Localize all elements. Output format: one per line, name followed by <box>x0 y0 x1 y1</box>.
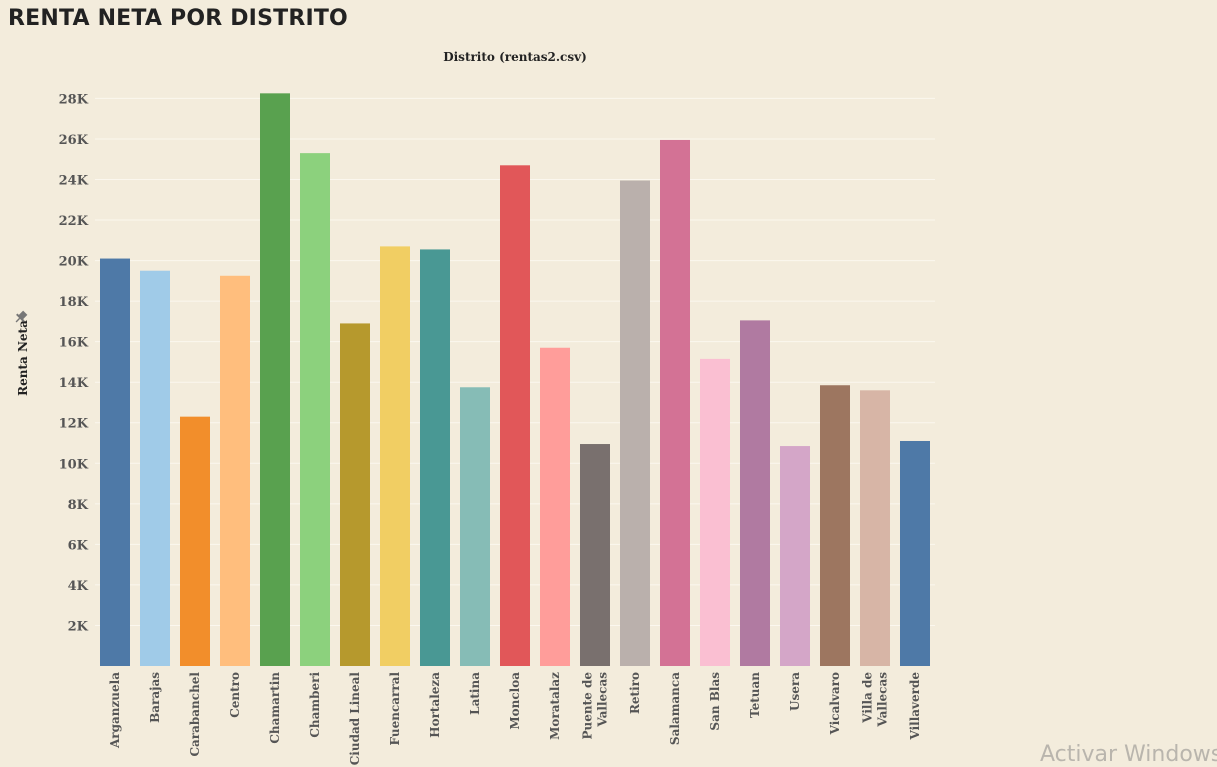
bar[interactable] <box>100 258 130 666</box>
x-tick-label: Vicalvaro <box>828 672 842 735</box>
x-tick-label-group: Barajas <box>148 672 162 723</box>
x-tick-label-group: Chamberi <box>308 672 322 738</box>
x-tick-label-group: Fuencarral <box>388 672 402 746</box>
y-tick-label: 24K <box>59 173 89 188</box>
bar[interactable] <box>860 390 890 666</box>
x-tick-label: Latina <box>468 672 482 715</box>
x-tick-label-group: Hortaleza <box>428 672 442 738</box>
bar[interactable] <box>500 165 530 666</box>
y-tick-label: 18K <box>59 295 89 310</box>
bar[interactable] <box>740 320 770 666</box>
page-title: RENTA NETA POR DISTRITO <box>8 6 348 31</box>
x-tick-label: Barajas <box>148 672 162 723</box>
bar[interactable] <box>460 387 490 666</box>
x-tick-label-group: Moncloa <box>508 672 522 730</box>
x-tick-label: Carabanchel <box>188 672 202 757</box>
x-tick-label-group: Carabanchel <box>188 672 202 757</box>
x-tick-label-group: Moratalaz <box>548 672 562 740</box>
x-tick-label-group: Ciudad Lineal <box>348 672 362 766</box>
x-tick-label-group: Retiro <box>628 672 642 714</box>
chart-title: Distrito (rentas2.csv) <box>443 50 587 64</box>
bars-group <box>100 93 930 667</box>
y-tick-label: 8K <box>68 498 89 513</box>
y-tick-label: 16K <box>59 336 89 351</box>
bar[interactable] <box>620 180 650 667</box>
bar[interactable] <box>420 249 450 666</box>
x-tick-label: Villa de <box>861 672 875 724</box>
bar[interactable] <box>380 246 410 666</box>
y-tick-label: 10K <box>59 457 89 472</box>
x-tick-label: Moncloa <box>508 672 522 730</box>
x-tick-label: Usera <box>788 672 802 711</box>
bar[interactable] <box>700 358 730 666</box>
y-tick-label: 14K <box>59 376 89 391</box>
bar[interactable] <box>180 416 210 666</box>
x-tick-label-group: San Blas <box>708 672 722 731</box>
bar[interactable] <box>220 275 250 666</box>
x-tick-label: Chamberi <box>308 672 322 738</box>
x-tick-label-group: Puente de Vallecas <box>581 672 610 740</box>
pin-icon[interactable] <box>13 309 29 325</box>
x-tick-label: Retiro <box>628 672 642 714</box>
y-axis-title: Renta Neta <box>16 320 30 396</box>
bar[interactable] <box>340 323 370 666</box>
x-tick-label: Hortaleza <box>428 672 442 738</box>
x-tick-label-group: Usera <box>788 672 802 711</box>
y-tick-label: 20K <box>59 255 89 270</box>
y-tick-label: 22K <box>59 214 89 229</box>
x-tick-label: Arganzuela <box>108 672 122 749</box>
x-tick-label: Vallecas <box>876 672 890 728</box>
x-tick-label: Fuencarral <box>388 672 402 746</box>
bar[interactable] <box>780 446 810 666</box>
x-tick-label-group: Chamartin <box>268 672 282 744</box>
x-tick-label: San Blas <box>708 672 722 731</box>
x-tick-label-group: Tetuan <box>748 672 762 718</box>
bar[interactable] <box>580 444 610 666</box>
x-tick-label: Villaverde <box>908 672 922 741</box>
bar[interactable] <box>260 93 290 666</box>
bar[interactable] <box>820 385 850 666</box>
x-tick-label: Puente de <box>581 672 595 740</box>
y-tick-label: 28K <box>59 92 89 107</box>
x-tick-labels: Arganzuela Barajas Carabanchel Centro Chamar… <box>108 672 922 766</box>
activation-watermark: Activar Windows <box>1040 742 1217 767</box>
x-tick-label-group: Arganzuela <box>108 672 122 749</box>
bar[interactable] <box>900 440 930 666</box>
y-axis-title-group: Renta Neta <box>16 320 30 396</box>
bar[interactable] <box>660 139 690 666</box>
bar[interactable] <box>300 153 330 666</box>
bar[interactable] <box>540 347 570 666</box>
x-tick-label-group: Centro <box>228 672 242 718</box>
x-tick-label: Salamanca <box>668 672 682 745</box>
y-tick-label: 6K <box>68 538 89 553</box>
x-tick-label: Ciudad Lineal <box>348 672 362 766</box>
x-tick-label: Tetuan <box>748 672 762 718</box>
x-tick-label-group: Villaverde <box>908 672 922 741</box>
y-tick-labels: 2K 4K 6K 8K 10K 12K 14K 16K 18K 20K 22K 24K 26K 28K <box>59 92 89 634</box>
x-tick-label-group: Villa de Vallecas <box>861 672 890 728</box>
bar[interactable] <box>140 270 170 666</box>
x-tick-label-group: Salamanca <box>668 672 682 745</box>
y-tick-label: 2K <box>68 619 89 634</box>
x-tick-label-group: Latina <box>468 672 482 715</box>
y-tick-label: 12K <box>59 417 89 432</box>
y-tick-label: 4K <box>68 579 89 594</box>
x-tick-label: Moratalaz <box>548 672 562 740</box>
x-tick-label: Chamartin <box>268 672 282 744</box>
x-tick-label: Centro <box>228 672 242 718</box>
x-tick-label: Vallecas <box>596 672 610 728</box>
y-tick-label: 26K <box>59 133 89 148</box>
x-tick-label-group: Vicalvaro <box>828 672 842 735</box>
